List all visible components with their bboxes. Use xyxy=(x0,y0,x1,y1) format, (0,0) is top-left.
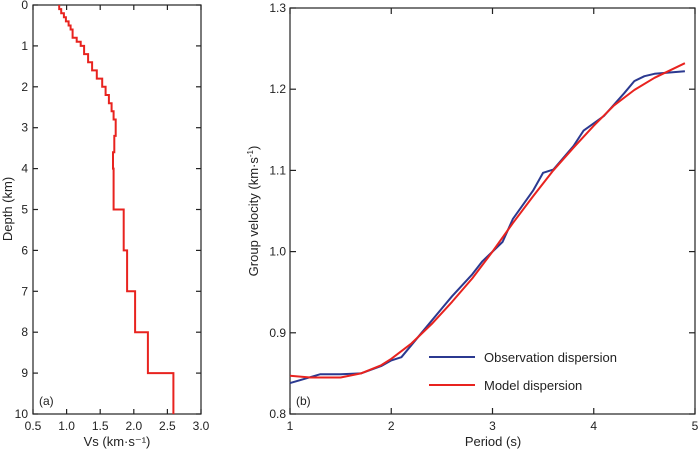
panel-b-xlabel: Period (s) xyxy=(465,434,521,449)
x-tick-label: 1.5 xyxy=(92,419,109,433)
y-tick-label: 8 xyxy=(21,325,28,339)
x-tick-label: 0.5 xyxy=(25,419,42,433)
x-tick-label: 2.0 xyxy=(125,419,142,433)
y-tick-label: 2 xyxy=(21,80,28,94)
y-tick-label: 1 xyxy=(21,39,28,53)
panel-a-xlabel: Vs (km·s⁻¹) xyxy=(84,434,151,449)
y-tick-label: 1.0 xyxy=(269,245,286,259)
vs-profile-line xyxy=(58,5,175,414)
x-tick-label: 1 xyxy=(287,419,294,433)
model-dispersion-line xyxy=(289,62,686,379)
y-tick-label: 5 xyxy=(21,203,28,217)
panel-b-ylabel: Group velocity (km·s-1) xyxy=(246,146,261,277)
panel-b-ylabel-sup: -1 xyxy=(246,149,255,157)
x-tick-label: 2 xyxy=(388,419,395,433)
y-tick-label: 1.2 xyxy=(269,82,286,96)
x-tick-label: 3 xyxy=(489,419,496,433)
panel-a-vs-profile: 0.5 1.0 1.5 2.0 2.5 3.0 0 1 2 3 4 5 6 7 8 9 10 (a) Depth… xyxy=(0,0,210,449)
panel-b-ylabel-main: Group velocity (km·s xyxy=(246,157,261,277)
panel-b-dispersion: 1 2 3 4 5 0.8 0.9 1.0 1.1 1.2 1.3 (b) Group veloci… xyxy=(246,1,699,449)
legend-observation-label: Observation dispersion xyxy=(484,350,617,365)
y-tick-label: 6 xyxy=(21,243,28,257)
y-tick-label: 9 xyxy=(21,366,28,380)
y-tick-label: 1.1 xyxy=(269,163,286,177)
y-tick-label: 4 xyxy=(21,162,28,176)
x-tick-label: 4 xyxy=(590,419,597,433)
y-tick-label: 3 xyxy=(21,121,28,135)
legend-model-label: Model dispersion xyxy=(484,378,582,393)
x-tick-label: 3.0 xyxy=(193,419,210,433)
observation-dispersion-line xyxy=(289,70,685,385)
y-tick-label: 0.8 xyxy=(269,407,286,421)
x-tick-label: 5 xyxy=(692,419,699,433)
x-tick-label: 1.0 xyxy=(58,419,75,433)
panel-b-ylabel-close: ) xyxy=(246,146,261,150)
x-tick-label: 2.5 xyxy=(159,419,176,433)
panel-a-label: (a) xyxy=(39,394,54,408)
panel-b-label: (b) xyxy=(296,394,311,408)
y-tick-label: 1.3 xyxy=(269,1,286,15)
y-tick-label: 0.9 xyxy=(269,326,286,340)
panel-a-ylabel: Depth (km) xyxy=(0,177,15,241)
y-tick-label: 0 xyxy=(21,0,28,12)
y-tick-label: 10 xyxy=(15,407,29,421)
y-tick-label: 7 xyxy=(21,284,28,298)
legend: Observation dispersion Model dispersion xyxy=(429,350,617,393)
